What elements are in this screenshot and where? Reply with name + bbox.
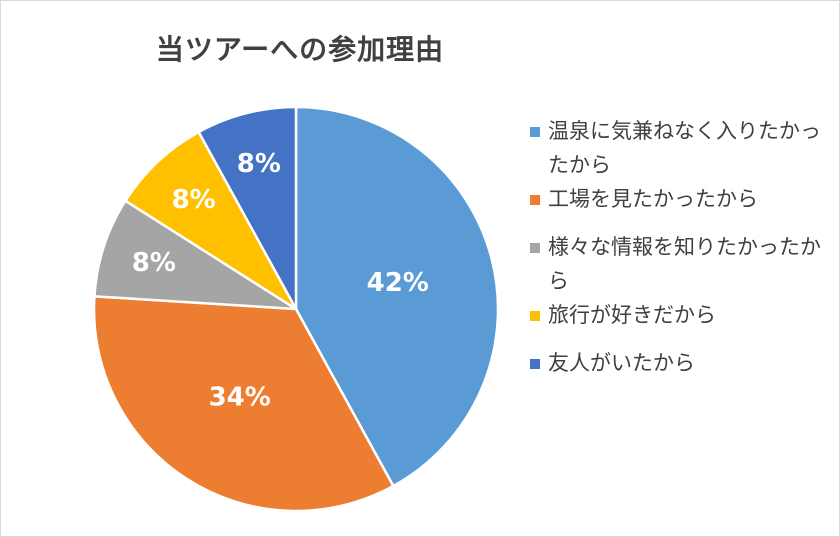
pie-slice (294, 105, 500, 488)
legend-swatch (530, 195, 540, 205)
pie-slice (93, 199, 297, 311)
pie-slice (123, 130, 298, 311)
legend-label: 様々な情報を知りたかったから (548, 235, 821, 293)
pie-slice (92, 294, 396, 513)
slice-data-label: 34% (209, 383, 271, 413)
legend-swatch (530, 311, 540, 321)
legend-swatch (530, 359, 540, 369)
legend-item-travel: 旅行が好きだから (526, 298, 826, 332)
legend-label: 工場を見たかったから (548, 187, 758, 211)
legend-item-friend: 友人がいたから (526, 346, 826, 380)
slice-data-label: 8% (132, 248, 176, 278)
legend-item-info: 様々な情報を知りたかったから (526, 230, 826, 298)
pie-slice (196, 105, 298, 310)
slice-data-label: 8% (172, 185, 216, 215)
slice-data-label: 8% (237, 149, 281, 179)
legend-label: 温泉に気兼ねなく入りたかったから (548, 119, 821, 177)
legend-label: 友人がいたから (548, 351, 695, 375)
legend-item-onsen: 温泉に気兼ねなく入りたかったから (526, 114, 826, 182)
legend-swatch (530, 127, 540, 137)
legend-item-factory: 工場を見たかったから (526, 182, 826, 216)
legend-swatch (530, 243, 540, 253)
legend-label: 旅行が好きだから (548, 303, 716, 327)
slice-data-label: 42% (367, 268, 429, 298)
chart-title: 当ツアーへの参加理由 (155, 33, 445, 66)
chart-legend: 温泉に気兼ねなく入りたかったから 工場を見たかったから 様々な情報を知りたかった… (526, 114, 826, 380)
pie-chart: 42% 34% 8% 8% 8% (92, 105, 500, 513)
